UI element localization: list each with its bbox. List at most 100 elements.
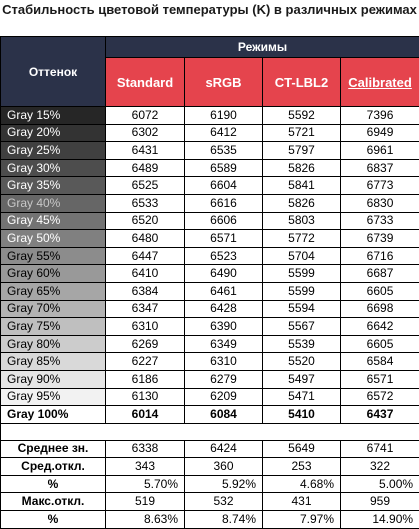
gray-level-label: Gray 45%	[1, 212, 106, 230]
temperature-cell: 6605	[341, 335, 419, 353]
temperature-cell: 6716	[341, 247, 419, 265]
stat-cell: 14.90%	[341, 511, 419, 529]
temperature-cell: 6584	[341, 353, 419, 371]
spacer	[1, 423, 419, 440]
temperature-cell: 6227	[106, 353, 185, 371]
temperature-cell: 5803	[263, 212, 341, 230]
temperature-cell: 5841	[263, 177, 341, 195]
temperature-cell: 6431	[106, 142, 185, 160]
gray-level-label: Gray 60%	[1, 265, 106, 283]
temperature-cell: 6572	[341, 388, 419, 406]
stat-cell: 519	[106, 493, 185, 511]
gray-level-label: Gray 95%	[1, 388, 106, 406]
gray-level-label: Gray 55%	[1, 247, 106, 265]
gray-level-label: Gray 70%	[1, 300, 106, 318]
temperature-cell: 6605	[341, 282, 419, 300]
temperature-cell: 6535	[185, 142, 263, 160]
gray-level-label: Gray 30%	[1, 159, 106, 177]
stat-label: %	[1, 511, 106, 529]
temperature-cell: 6014	[106, 406, 185, 424]
temperature-cell: 5599	[263, 265, 341, 283]
temperature-cell: 6949	[341, 124, 419, 142]
temperature-cell: 6698	[341, 300, 419, 318]
stat-cell: 5.92%	[185, 475, 263, 493]
temperature-cell: 6384	[106, 282, 185, 300]
temperature-cell: 6739	[341, 230, 419, 248]
stat-cell: 6338	[106, 440, 185, 458]
temperature-cell: 6190	[185, 107, 263, 125]
calibrated-link[interactable]: Calibrated	[348, 75, 412, 90]
temperature-cell: 5410	[263, 406, 341, 424]
gray-level-label: Gray 85%	[1, 353, 106, 371]
temperature-cell: 6310	[106, 318, 185, 336]
gray-level-label: Gray 40%	[1, 194, 106, 212]
spacer-row	[1, 423, 419, 440]
temperature-cell: 6830	[341, 194, 419, 212]
temperature-cell: 5721	[263, 124, 341, 142]
temperature-cell: 6410	[106, 265, 185, 283]
temperature-cell: 6523	[185, 247, 263, 265]
temperature-cell: 6186	[106, 370, 185, 388]
temperature-cell: 6961	[341, 142, 419, 160]
temperature-cell: 6606	[185, 212, 263, 230]
temperature-cell: 6589	[185, 159, 263, 177]
gray-level-label: Gray 80%	[1, 335, 106, 353]
gray-level-label: Gray 100%	[1, 406, 106, 424]
temperature-cell: 6130	[106, 388, 185, 406]
temperature-cell: 6447	[106, 247, 185, 265]
stat-cell: 253	[263, 458, 341, 476]
shade-column-header: Оттенок	[1, 37, 106, 107]
gray-level-label: Gray 25%	[1, 142, 106, 160]
stat-cell: 5.00%	[341, 475, 419, 493]
temperature-cell: 6437	[341, 406, 419, 424]
stat-label: Сред.откл.	[1, 458, 106, 476]
stat-cell: 360	[185, 458, 263, 476]
temperature-cell: 6533	[106, 194, 185, 212]
color-temperature-table: Оттенок Режимы Standard sRGB CT-LBL2 Cal…	[0, 36, 419, 529]
temperature-cell: 6428	[185, 300, 263, 318]
gray-level-label: Gray 50%	[1, 230, 106, 248]
stats-row: %5.70%5.92%4.68%5.00%	[1, 475, 419, 493]
temperature-cell: 6461	[185, 282, 263, 300]
temperature-cell: 6571	[341, 370, 419, 388]
temperature-cell: 6525	[106, 177, 185, 195]
temperature-cell: 5826	[263, 159, 341, 177]
mode-header-standard: Standard	[106, 58, 185, 107]
gray-level-label: Gray 15%	[1, 107, 106, 125]
temperature-cell: 5567	[263, 318, 341, 336]
mode-header-ct-lbl2: CT-LBL2	[263, 58, 341, 107]
temperature-cell: 5471	[263, 388, 341, 406]
temperature-cell: 6302	[106, 124, 185, 142]
stat-label: %	[1, 475, 106, 493]
mode-header-calibrated[interactable]: Calibrated	[341, 58, 419, 107]
temperature-cell: 6837	[341, 159, 419, 177]
temperature-cell: 5539	[263, 335, 341, 353]
temperature-cell: 6390	[185, 318, 263, 336]
gray-level-label: Gray 75%	[1, 318, 106, 336]
temperature-cell: 6616	[185, 194, 263, 212]
temperature-cell: 7396	[341, 107, 419, 125]
temperature-cell: 6347	[106, 300, 185, 318]
temperature-cell: 6687	[341, 265, 419, 283]
temperature-cell: 5704	[263, 247, 341, 265]
temperature-cell: 6520	[106, 212, 185, 230]
stat-cell: 6424	[185, 440, 263, 458]
stat-cell: 8.63%	[106, 511, 185, 529]
stat-cell: 7.97%	[263, 511, 341, 529]
